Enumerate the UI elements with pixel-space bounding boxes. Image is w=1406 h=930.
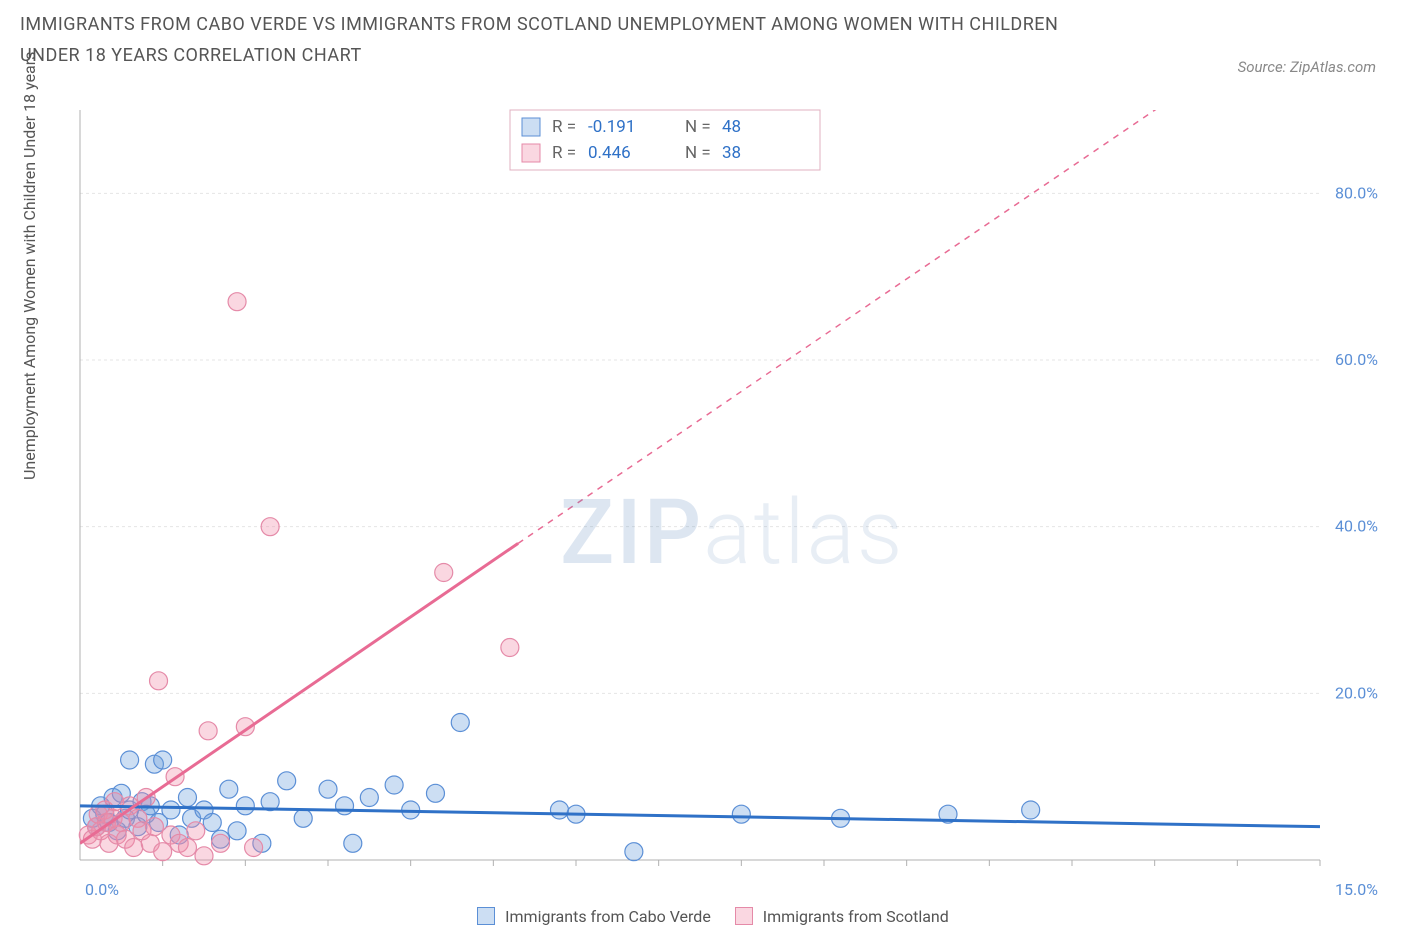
legend-swatch-cabo-verde <box>477 907 495 925</box>
svg-text:40.0%: 40.0% <box>1335 517 1378 536</box>
chart-title: IMMIGRANTS FROM CABO VERDE VS IMMIGRANTS… <box>20 10 1120 71</box>
source-credit: Source: ZipAtlas.com <box>1238 58 1376 76</box>
svg-text:N =: N = <box>685 143 711 163</box>
svg-text:48: 48 <box>722 117 741 137</box>
svg-text:R =: R = <box>552 143 576 163</box>
y-axis-label: Unemployment Among Women with Children U… <box>20 52 39 480</box>
svg-text:38: 38 <box>722 143 741 163</box>
svg-text:15.0%: 15.0% <box>1335 880 1378 899</box>
svg-text:20.0%: 20.0% <box>1335 683 1378 702</box>
svg-text:N =: N = <box>685 117 711 137</box>
legend-label-scotland: Immigrants from Scotland <box>763 907 949 926</box>
plot-svg: 20.0% 40.0% 60.0% 80.0% 0.0% 15.0% R = -0.191 N… <box>60 100 1380 900</box>
legend-swatch-scotland <box>735 907 753 925</box>
legend-bottom: Immigrants from Cabo Verde Immigrants fr… <box>0 907 1406 926</box>
source-label: Source: <box>1238 58 1287 76</box>
svg-text:60.0%: 60.0% <box>1335 350 1378 369</box>
svg-text:80.0%: 80.0% <box>1335 183 1378 202</box>
legend-label-cabo-verde: Immigrants from Cabo Verde <box>505 907 711 926</box>
scatter-plot: 20.0% 40.0% 60.0% 80.0% 0.0% 15.0% R = -0.191 N… <box>60 100 1380 900</box>
source-name: ZipAtlas.com <box>1290 58 1376 76</box>
svg-text:-0.191: -0.191 <box>588 117 635 137</box>
svg-text:0.0%: 0.0% <box>85 880 119 899</box>
svg-text:0.446: 0.446 <box>588 143 631 163</box>
svg-text:R =: R = <box>552 117 576 137</box>
